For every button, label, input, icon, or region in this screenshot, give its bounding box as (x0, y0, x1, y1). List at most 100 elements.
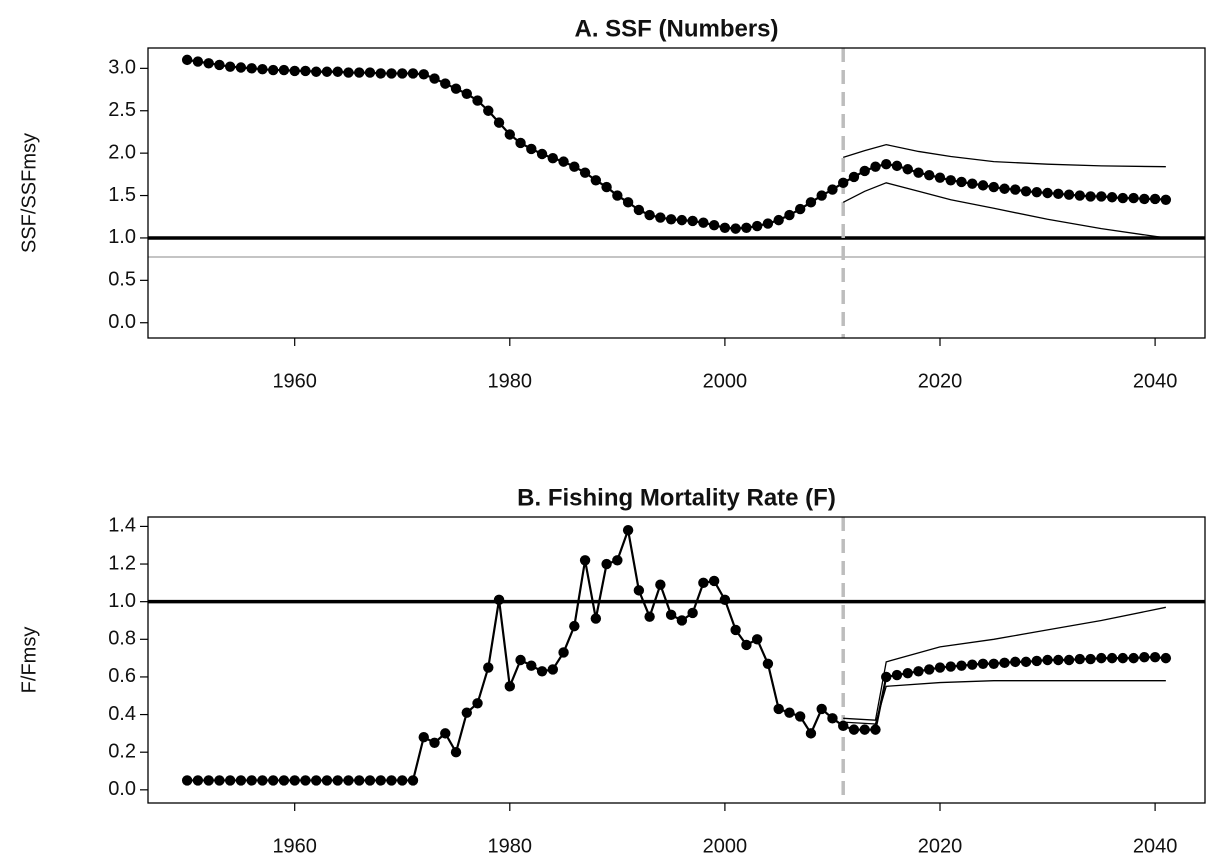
data-point (870, 161, 881, 172)
data-point (192, 775, 204, 786)
x-tick-label: 1980 (488, 835, 533, 857)
data-point (1010, 656, 1021, 668)
data-point (257, 775, 268, 786)
data-point (794, 203, 806, 215)
x-tick-label: 1960 (272, 370, 317, 392)
data-point (343, 67, 354, 78)
data-point (730, 624, 741, 636)
confidence-bound (843, 144, 1166, 168)
data-point (472, 698, 483, 709)
data-point (601, 181, 612, 193)
y-tick-label: 3.0 (108, 57, 136, 79)
data-point (633, 585, 645, 596)
x-tick-label: 1980 (488, 370, 533, 392)
data-point (461, 707, 472, 718)
data-point (569, 620, 580, 632)
data-point (203, 775, 214, 786)
data-point (827, 184, 838, 195)
data-point (407, 68, 419, 79)
data-point (934, 662, 946, 673)
data-point (902, 667, 913, 679)
chart-title: A. SSF (Numbers) (574, 15, 778, 42)
data-point (536, 148, 548, 160)
data-point (838, 720, 849, 732)
data-point (278, 64, 290, 76)
data-point (687, 607, 698, 619)
data-point (1085, 653, 1096, 665)
data-point (730, 223, 741, 234)
data-point (483, 662, 494, 673)
y-tick-label: 0.5 (108, 269, 136, 291)
data-point (622, 524, 634, 536)
data-point (1160, 194, 1172, 205)
data-point (633, 204, 645, 216)
data-point (386, 68, 397, 79)
y-tick-label: 0.8 (108, 628, 136, 650)
data-point (977, 180, 989, 191)
data-point (558, 156, 569, 167)
data-point (407, 775, 419, 786)
data-point (214, 775, 225, 786)
data-point (741, 639, 752, 651)
y-tick-label: 1.5 (108, 184, 136, 206)
data-point (354, 775, 365, 786)
data-point (870, 724, 881, 735)
data-point (622, 197, 634, 208)
data-point (590, 613, 602, 624)
data-point (386, 775, 397, 786)
data-point (956, 176, 967, 188)
data-point (945, 661, 956, 672)
y-tick-label: 0.0 (108, 778, 136, 800)
data-point (612, 190, 623, 201)
x-tick-label: 2040 (1133, 835, 1178, 857)
confidence-bound (842, 182, 1166, 239)
data-point (902, 164, 913, 175)
data-point (1010, 184, 1021, 195)
data-point (181, 54, 193, 66)
data-point (224, 61, 236, 72)
data-point (967, 178, 978, 189)
data-point (267, 775, 279, 786)
data-point (332, 775, 343, 786)
data-point (289, 775, 300, 786)
data-point (1160, 652, 1172, 664)
y-tick-label: 1.4 (108, 515, 136, 537)
confidence-bound (843, 680, 1166, 725)
data-point (891, 669, 903, 681)
data-point (881, 158, 892, 170)
data-point (924, 664, 935, 675)
data-point (321, 775, 333, 786)
data-point (1117, 192, 1129, 204)
data-point (838, 177, 849, 189)
data-point (848, 171, 860, 183)
data-point (397, 775, 408, 786)
data-point (708, 220, 720, 231)
data-point (569, 161, 580, 172)
data-point (644, 209, 655, 221)
data-point (504, 681, 515, 692)
y-tick-label: 0.4 (108, 703, 136, 725)
data-point (526, 660, 537, 671)
data-point (300, 65, 311, 77)
data-point (1096, 652, 1107, 664)
data-point (483, 105, 494, 116)
data-point (257, 63, 268, 75)
data-point (655, 579, 666, 590)
x-tick-label: 2000 (703, 370, 748, 392)
plot-frame (147, 47, 1206, 339)
data-point (741, 222, 752, 233)
data-point (913, 167, 924, 178)
y-tick-label: 0.0 (108, 311, 136, 333)
confidence-bound (843, 606, 1166, 721)
x-tick-label: 1960 (272, 835, 317, 857)
data-point (698, 577, 709, 589)
y-tick-label: 2.0 (108, 141, 136, 163)
data-point (246, 63, 257, 74)
data-point (924, 169, 935, 181)
data-point (1106, 192, 1118, 203)
data-point (644, 611, 655, 622)
data-point (999, 183, 1010, 194)
data-point (612, 555, 623, 566)
series-line (186, 58, 1166, 230)
data-point (235, 62, 247, 73)
